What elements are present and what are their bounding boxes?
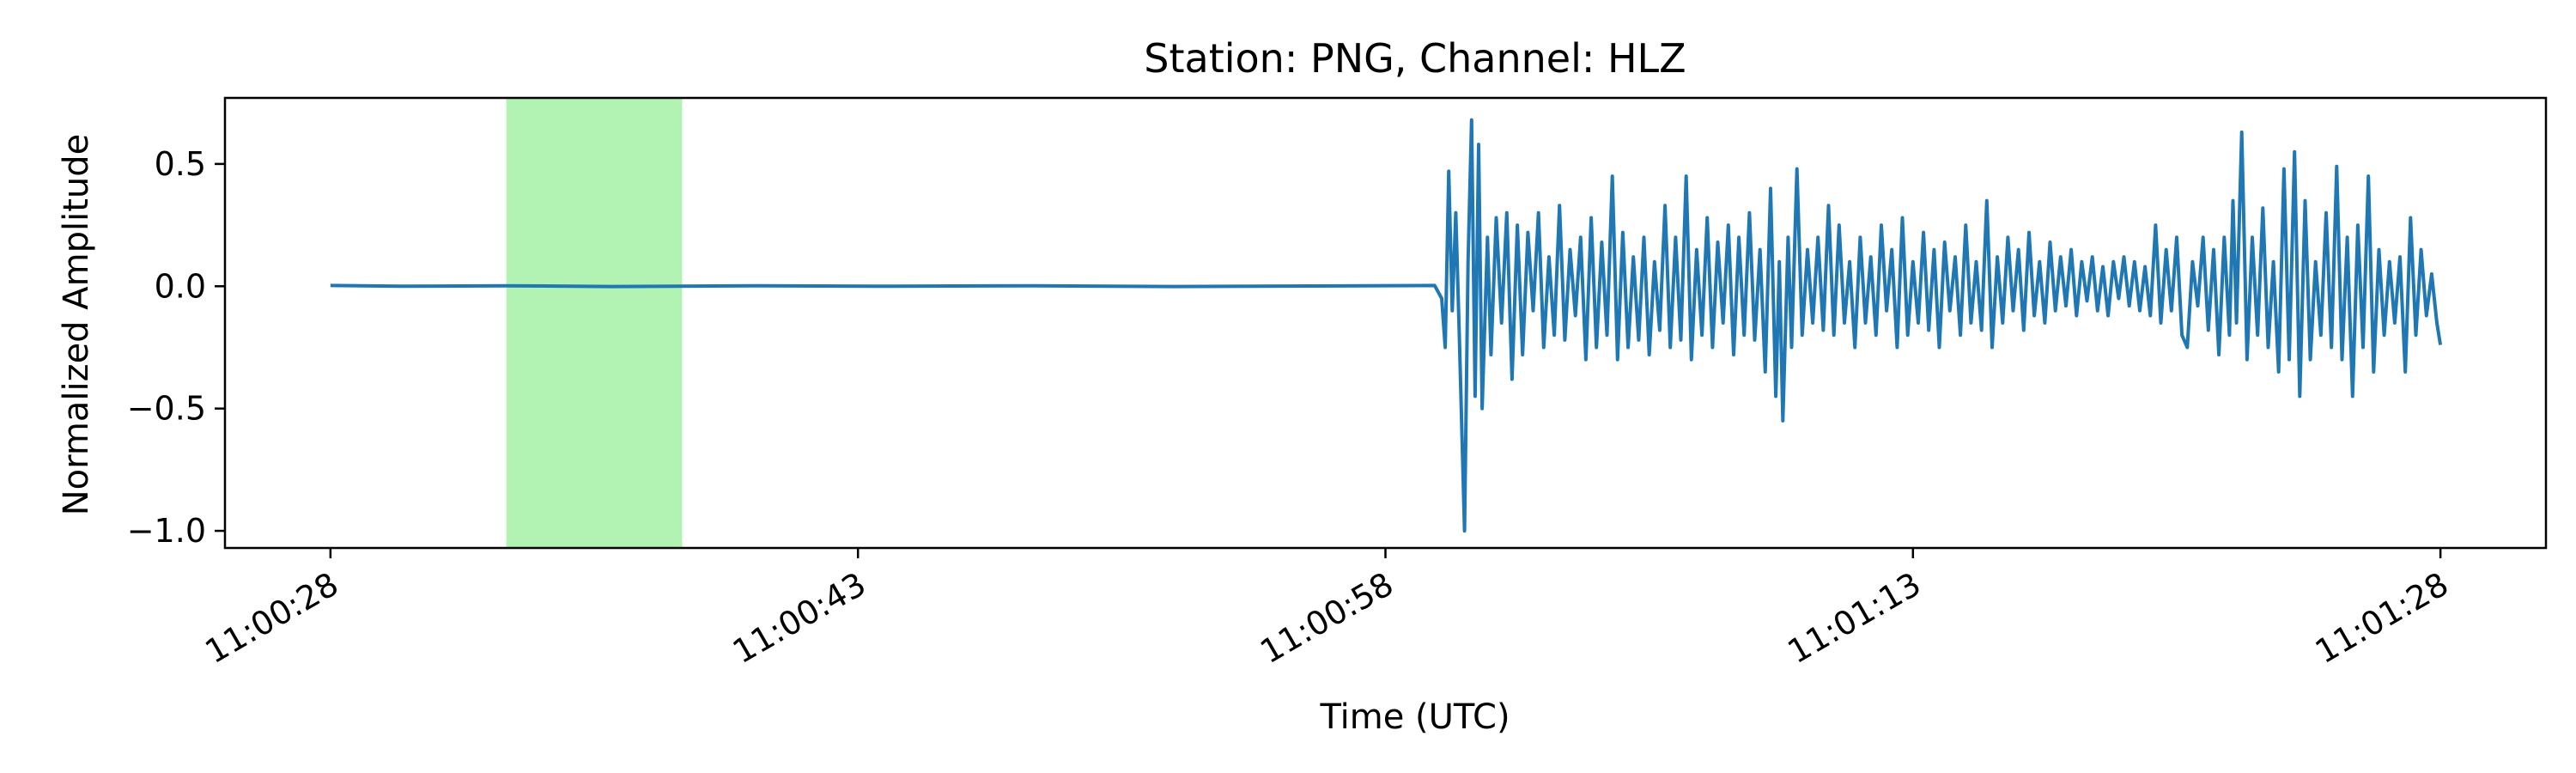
y-axis: 0.5 0.0 −0.5 −1.0: [127, 145, 225, 550]
plot-area: [223, 96, 2548, 550]
y-tick-label: −1.0: [127, 512, 206, 550]
y-axis-title: Normalized Amplitude: [57, 134, 96, 516]
chart-title: Station: PNG, Channel: HLZ: [1144, 35, 1686, 82]
x-axis-title: Time (UTC): [1319, 697, 1510, 737]
y-tick-label: 0.0: [155, 267, 206, 305]
y-tick-label: −0.5: [127, 390, 206, 428]
highlight-window: [506, 98, 683, 548]
waveform-line: [330, 118, 2443, 533]
y-tick-label: 0.5: [155, 145, 206, 183]
